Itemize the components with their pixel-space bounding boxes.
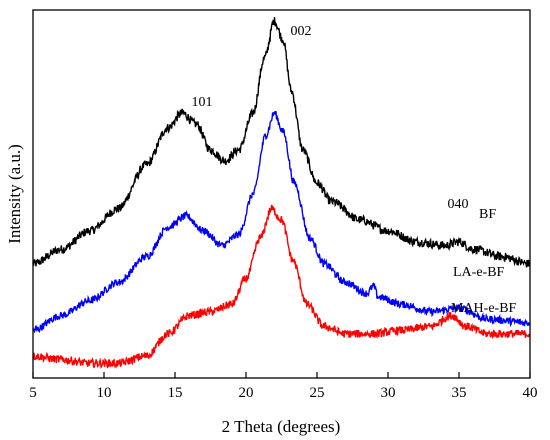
peak-label-040: 040 [448,197,469,212]
series-la-e-bf [32,110,531,334]
x-axis-ticks: 5 10 15 20 25 30 35 40 [29,372,538,401]
x-tick-label: 35 [452,385,467,401]
peak-label-101: 101 [192,95,213,110]
series-label-bf: BF [479,207,496,222]
x-tick-label: 40 [523,385,538,401]
series-label-mah-e-bf: MAH-e-BF [451,301,517,316]
y-axis-label: Intensity (a.u.) [5,144,24,244]
series-mah-e-bf [32,204,531,370]
x-tick-label: 20 [239,385,254,401]
x-tick-label: 30 [381,385,396,401]
x-tick-label: 5 [29,385,37,401]
plot-frame [32,9,531,379]
series-layer [32,17,531,370]
peak-label-002: 002 [291,24,312,39]
x-axis-label: 2 Theta (degrees) [222,417,341,436]
x-tick-label: 25 [310,385,325,401]
series-bf [32,17,531,268]
x-tick-label: 10 [97,385,112,401]
series-label-la-e-bf: LA-e-BF [453,265,505,280]
x-tick-label: 15 [168,385,183,401]
